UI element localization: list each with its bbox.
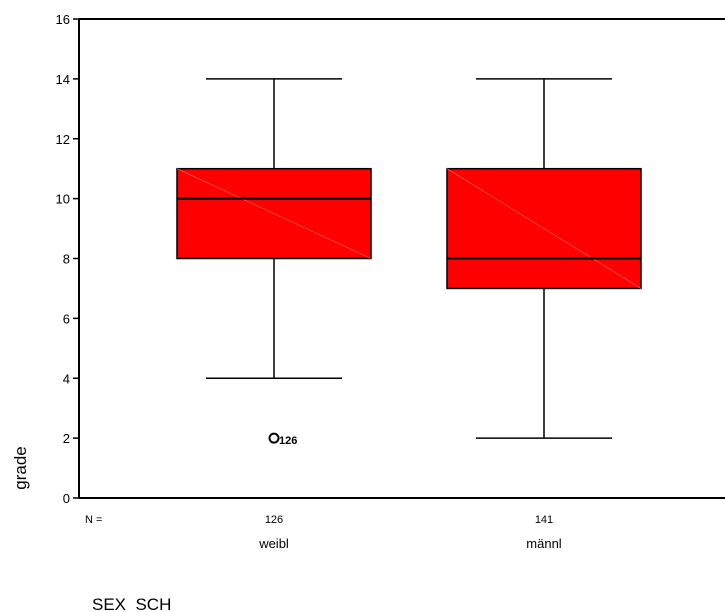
- n-label: N =: [85, 514, 102, 526]
- box-series: 126: [176, 78, 642, 447]
- outlier-label: 126: [279, 435, 297, 447]
- y-axis-ticks: 0 2 4 6 8 10 12 14 16: [56, 12, 79, 506]
- y-tick-label: 6: [63, 311, 70, 326]
- box-shading-line: [176, 168, 372, 259]
- n-count-weibl: 126: [265, 514, 283, 526]
- n-count-männl: 141: [535, 514, 553, 526]
- category-label-männl: männl: [526, 536, 562, 551]
- y-tick-label: 16: [56, 12, 70, 27]
- y-tick-label: 2: [63, 431, 70, 446]
- box-männl: [446, 78, 642, 439]
- outlier-marker: [268, 432, 280, 444]
- y-axis-label: grade: [11, 446, 30, 489]
- y-tick-label: 12: [56, 132, 70, 147]
- box-weibl: 126: [176, 78, 372, 447]
- box-shading-line: [446, 168, 642, 289]
- category-label-weibl: weibl: [258, 536, 289, 551]
- x-axis-categories: 126 weibl 141 männl: [258, 514, 562, 551]
- y-tick-label: 10: [56, 192, 70, 207]
- x-axis-title: SEX SCH: [92, 595, 171, 612]
- y-tick-label: 14: [56, 72, 70, 87]
- y-tick-label: 0: [63, 491, 70, 506]
- y-tick-label: 4: [63, 371, 70, 386]
- y-tick-label: 8: [63, 252, 70, 267]
